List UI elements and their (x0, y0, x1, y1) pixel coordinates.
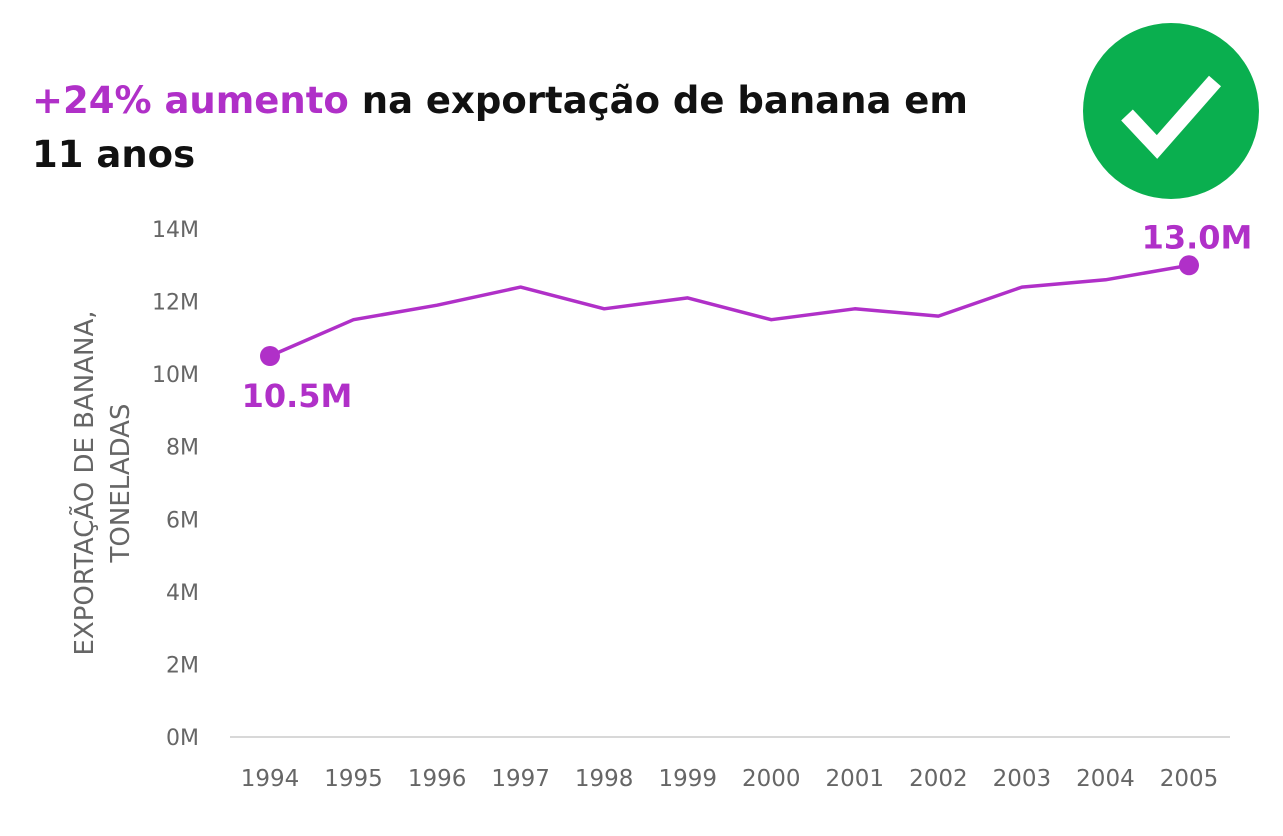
chart-title: +24% aumento na exportação de banana em … (32, 74, 1032, 182)
x-tick-label: 2003 (993, 766, 1052, 792)
x-tick-label: 1997 (491, 766, 550, 792)
y-tick-label: 6M (166, 508, 199, 533)
x-tick-label: 1998 (575, 766, 634, 792)
series-line (268, 263, 1191, 358)
x-tick-label: 2005 (1160, 766, 1219, 792)
chart-title-block: +24% aumento na exportação de banana em … (32, 74, 1032, 182)
y-tick-label: 10M (152, 363, 199, 388)
y-axis: 0M 2M 4M 6M 8M 10M 12M 14M (152, 218, 199, 751)
y-tick-label: 0M (166, 726, 199, 751)
endpoint-marker (1179, 255, 1199, 276)
x-axis: 1994 1995 1996 1997 1998 1999 2000 2001 2002 2003… (241, 766, 1219, 792)
endpoint-marker (260, 346, 280, 366)
y-tick-label: 14M (152, 218, 199, 243)
data-label: 10.5M (242, 377, 353, 415)
x-tick-label: 2001 (826, 766, 885, 792)
x-tick-label: 2000 (742, 766, 801, 792)
x-tick-label: 2002 (909, 766, 968, 792)
title-rest: na exportação de banana em 11 anos (32, 79, 968, 176)
x-tick-label: 1995 (324, 766, 383, 792)
x-tick-label: 1996 (408, 766, 467, 792)
x-tick-label: 1994 (241, 766, 300, 792)
y-tick-label: 2M (166, 653, 199, 678)
check-circle-icon (1083, 23, 1259, 199)
x-tick-label: 2004 (1076, 766, 1135, 792)
annotation-layer: 10.5M 13.0M (242, 218, 1253, 415)
title-highlight: +24% aumento (32, 79, 349, 122)
y-tick-label: 4M (166, 581, 199, 606)
data-label: 13.0M (1142, 218, 1253, 256)
series-layer (268, 263, 1191, 358)
y-tick-label: 8M (166, 436, 199, 461)
y-tick-label: 12M (152, 291, 199, 316)
y-axis-label: EXPORTAÇÃO DE BANANA, TONELADAS (68, 310, 136, 655)
x-tick-label: 1999 (658, 766, 717, 792)
